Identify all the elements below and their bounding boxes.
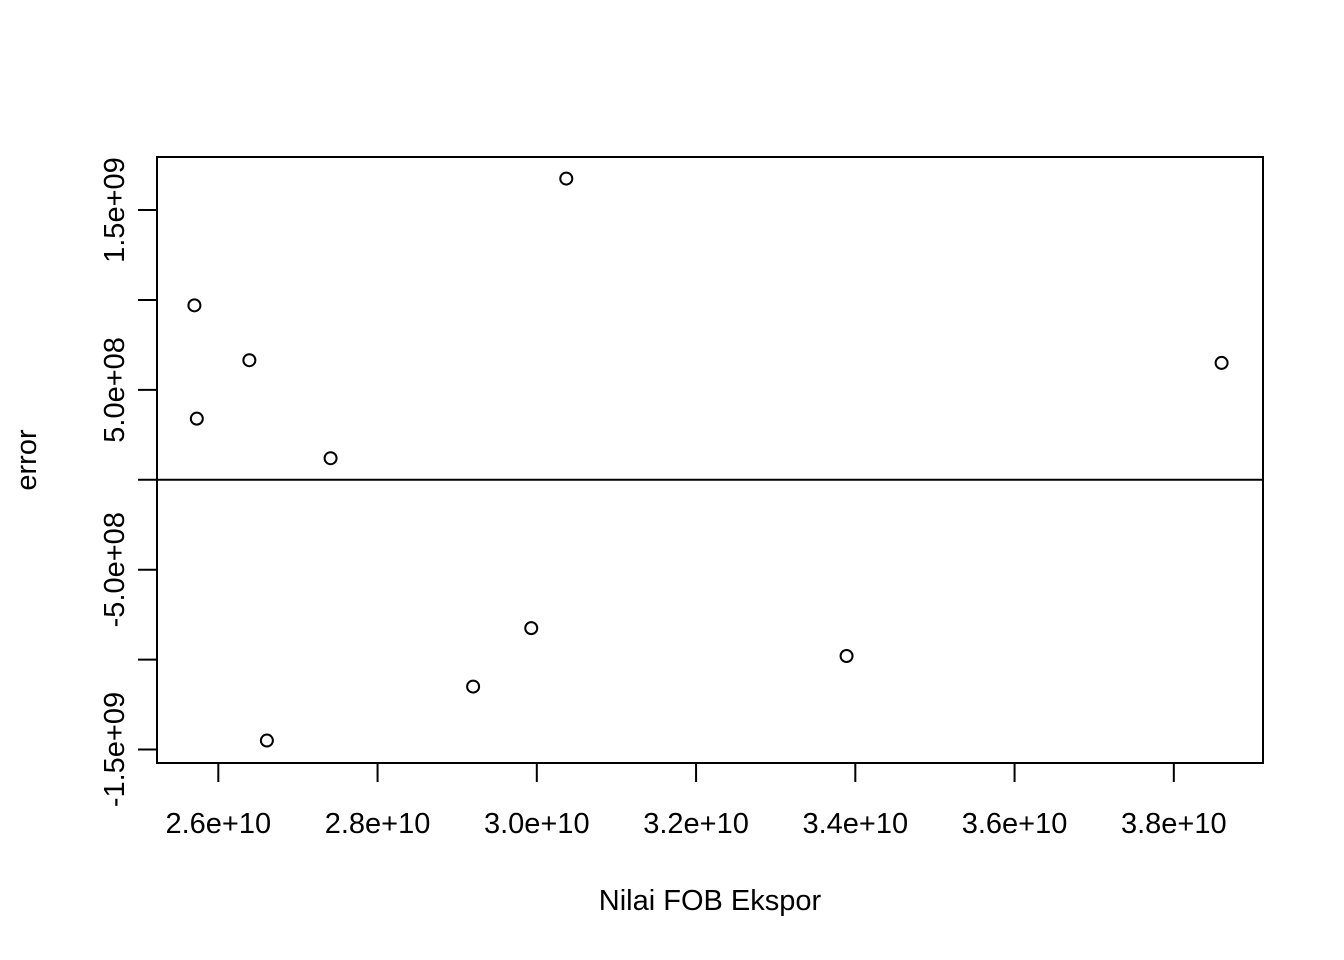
x-tick-label: 3.2e+10 [643,808,749,840]
data-point [524,621,539,636]
data-point [189,411,204,426]
data-point [187,298,202,313]
x-tick-label: 2.8e+10 [325,808,431,840]
y-axis-title: error [11,429,43,491]
x-axis-title: Nilai FOB Ekspor [599,885,822,917]
data-point [259,733,274,748]
x-tick-label: 3.0e+10 [484,808,590,840]
data-point [559,171,574,186]
data-point [242,353,257,368]
data-point [466,679,481,694]
data-point [839,649,854,664]
x-tick-label: 3.8e+10 [1121,808,1227,840]
data-point [1214,355,1229,370]
data-point [323,451,338,466]
x-tick-label: 3.4e+10 [802,808,908,840]
y-tick-label: 5.0e+08 [99,337,131,443]
y-tick-label: -1.5e+09 [99,692,131,807]
x-tick-label: 2.6e+10 [165,808,271,840]
data-points [187,171,1229,748]
plot-frame [156,156,1264,764]
y-tick-label: 1.5e+09 [99,157,131,263]
y-tick-label: -5.0e+08 [99,512,131,627]
x-axis: 2.6e+10 2.8e+10 3.0e+10 3.2e+10 3.4e+10 3.6e+… [165,762,1227,840]
x-tick-label: 3.6e+10 [962,808,1068,840]
